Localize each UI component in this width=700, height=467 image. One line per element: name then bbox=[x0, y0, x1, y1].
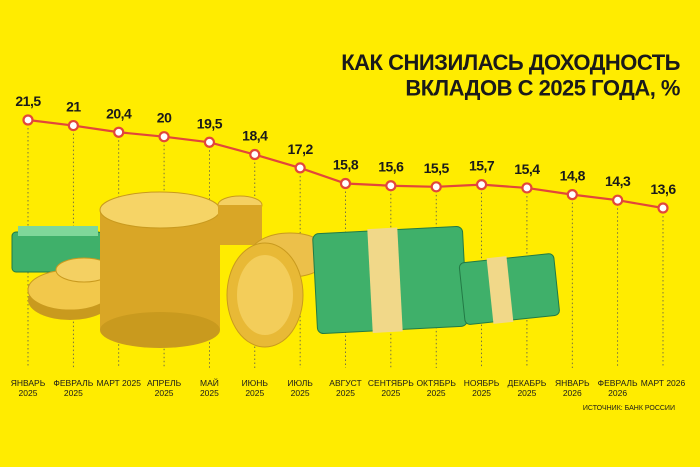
data-label: 17,2 bbox=[288, 141, 314, 157]
data-point bbox=[430, 181, 442, 193]
x-tick-label: НОЯБРЬ 2025 bbox=[464, 378, 500, 398]
x-tick-label: ЯНВАРЬ 2026 bbox=[555, 378, 590, 398]
data-label: 15,6 bbox=[378, 159, 404, 175]
data-label: 15,5 bbox=[424, 160, 450, 176]
coin-stack bbox=[218, 205, 262, 245]
band bbox=[367, 227, 403, 333]
source: ИСТОЧНИК: БАНК РОССИИ bbox=[583, 405, 675, 412]
data-label: 20,4 bbox=[106, 105, 132, 121]
x-tick-label: ФЕВРАЛЬ 2026 bbox=[598, 378, 638, 398]
data-label: 15,8 bbox=[333, 156, 359, 172]
x-tick-label: ИЮЛЬ 2025 bbox=[287, 378, 313, 398]
x-tick-label: АПРЕЛЬ 2025 bbox=[147, 378, 182, 398]
x-tick-label: ФЕВРАЛЬ 2025 bbox=[53, 378, 93, 398]
x-tick-label: ОКТЯБРЬ 2025 bbox=[416, 378, 456, 398]
coin bbox=[99, 191, 221, 229]
data-point bbox=[339, 177, 352, 190]
data-point bbox=[22, 114, 34, 126]
x-tick-label: МАРТ 2025 bbox=[96, 378, 141, 388]
data-point bbox=[203, 136, 216, 148]
data-point bbox=[657, 202, 669, 214]
data-point bbox=[249, 148, 261, 161]
x-tick-label: ДЕКАБРЬ 2025 bbox=[507, 378, 546, 398]
coin bbox=[237, 255, 293, 335]
data-point bbox=[566, 189, 578, 201]
data-point bbox=[158, 131, 170, 143]
data-point bbox=[113, 126, 125, 138]
data-label: 13,6 bbox=[650, 181, 676, 197]
data-label: 18,4 bbox=[242, 128, 268, 144]
data-point bbox=[475, 179, 488, 191]
data-point bbox=[294, 162, 306, 174]
chart-title: КАК СНИЗИЛАСЬ ДОХОДНОСТЬ ВКЛАДОВ С 2025 Г… bbox=[341, 50, 680, 100]
data-label: 21,5 bbox=[15, 93, 41, 109]
band bbox=[486, 256, 514, 324]
x-tick-label: ИЮНЬ 2025 bbox=[242, 378, 269, 398]
data-label: 14,3 bbox=[605, 173, 631, 189]
bills bbox=[18, 226, 98, 236]
data-label: 15,4 bbox=[514, 161, 540, 177]
x-tick-label: АВГУСТ 2025 bbox=[329, 378, 361, 398]
data-label: 21 bbox=[66, 99, 81, 115]
data-point bbox=[521, 182, 533, 194]
data-label: 14,8 bbox=[560, 168, 586, 184]
data-label: 19,5 bbox=[197, 115, 223, 131]
coin-stack bbox=[100, 210, 220, 330]
marks: 21,5 21 20,4 20 19,5 18,4 17,2 15,8 15,6 15,5 15,7… bbox=[15, 93, 677, 214]
illustration bbox=[11, 191, 560, 348]
x-tick-label: СЕНТЯБРЬ 2025 bbox=[368, 378, 414, 398]
coin bbox=[100, 312, 220, 348]
data-point bbox=[67, 119, 79, 132]
data-point bbox=[385, 180, 397, 192]
x-tick-label: МАРТ 2026 bbox=[641, 378, 686, 388]
data-label: 15,7 bbox=[469, 158, 495, 174]
x-tick-label: МАЙ 2025 bbox=[200, 377, 219, 398]
x-tick-label: ЯНВАРЬ 2025 bbox=[11, 378, 46, 398]
data-label: 20 bbox=[157, 110, 172, 126]
data-point bbox=[612, 194, 624, 206]
